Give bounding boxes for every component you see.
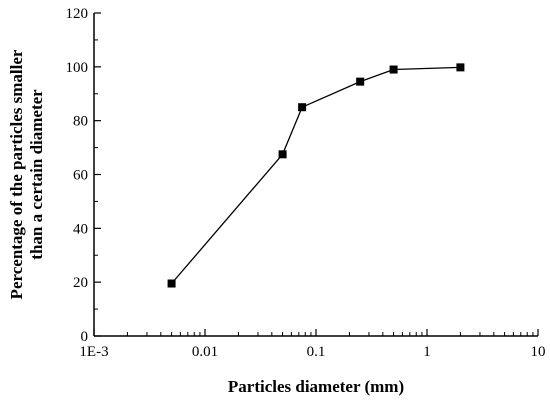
y-tick-label: 100 <box>66 60 89 76</box>
y-axis-title-line-1: Percentage of the particles smaller <box>7 49 26 299</box>
axes <box>93 13 538 337</box>
y-tick-label: 0 <box>81 329 89 345</box>
x-axis-title: Particles diameter (mm) <box>228 377 404 396</box>
x-tick-label: 0.01 <box>192 344 218 360</box>
x-tick-label: 1 <box>423 344 431 360</box>
x-tick-label: 0.1 <box>307 344 326 360</box>
y-axis-title-line-2: than a certain diameter <box>27 89 46 260</box>
data-point <box>298 103 307 112</box>
data-point <box>356 77 365 86</box>
y-tick-label: 60 <box>73 168 88 184</box>
series <box>167 63 465 288</box>
y-ticks: 0 20 40 60 80 100 120 <box>66 6 101 345</box>
x-tick-label: 10 <box>531 344 546 360</box>
y-tick-label: 40 <box>73 221 88 237</box>
data-point <box>456 63 465 72</box>
data-point <box>278 150 287 159</box>
series-line <box>171 66 461 284</box>
y-tick-label: 20 <box>73 275 88 291</box>
data-point <box>167 279 176 288</box>
data-point <box>389 65 398 74</box>
x-tick-label: 1E-3 <box>79 344 108 360</box>
y-tick-label: 120 <box>66 6 89 22</box>
y-tick-label: 80 <box>73 114 88 130</box>
x-ticks: 1E-3 0.01 0.1 1 10 <box>79 329 546 360</box>
